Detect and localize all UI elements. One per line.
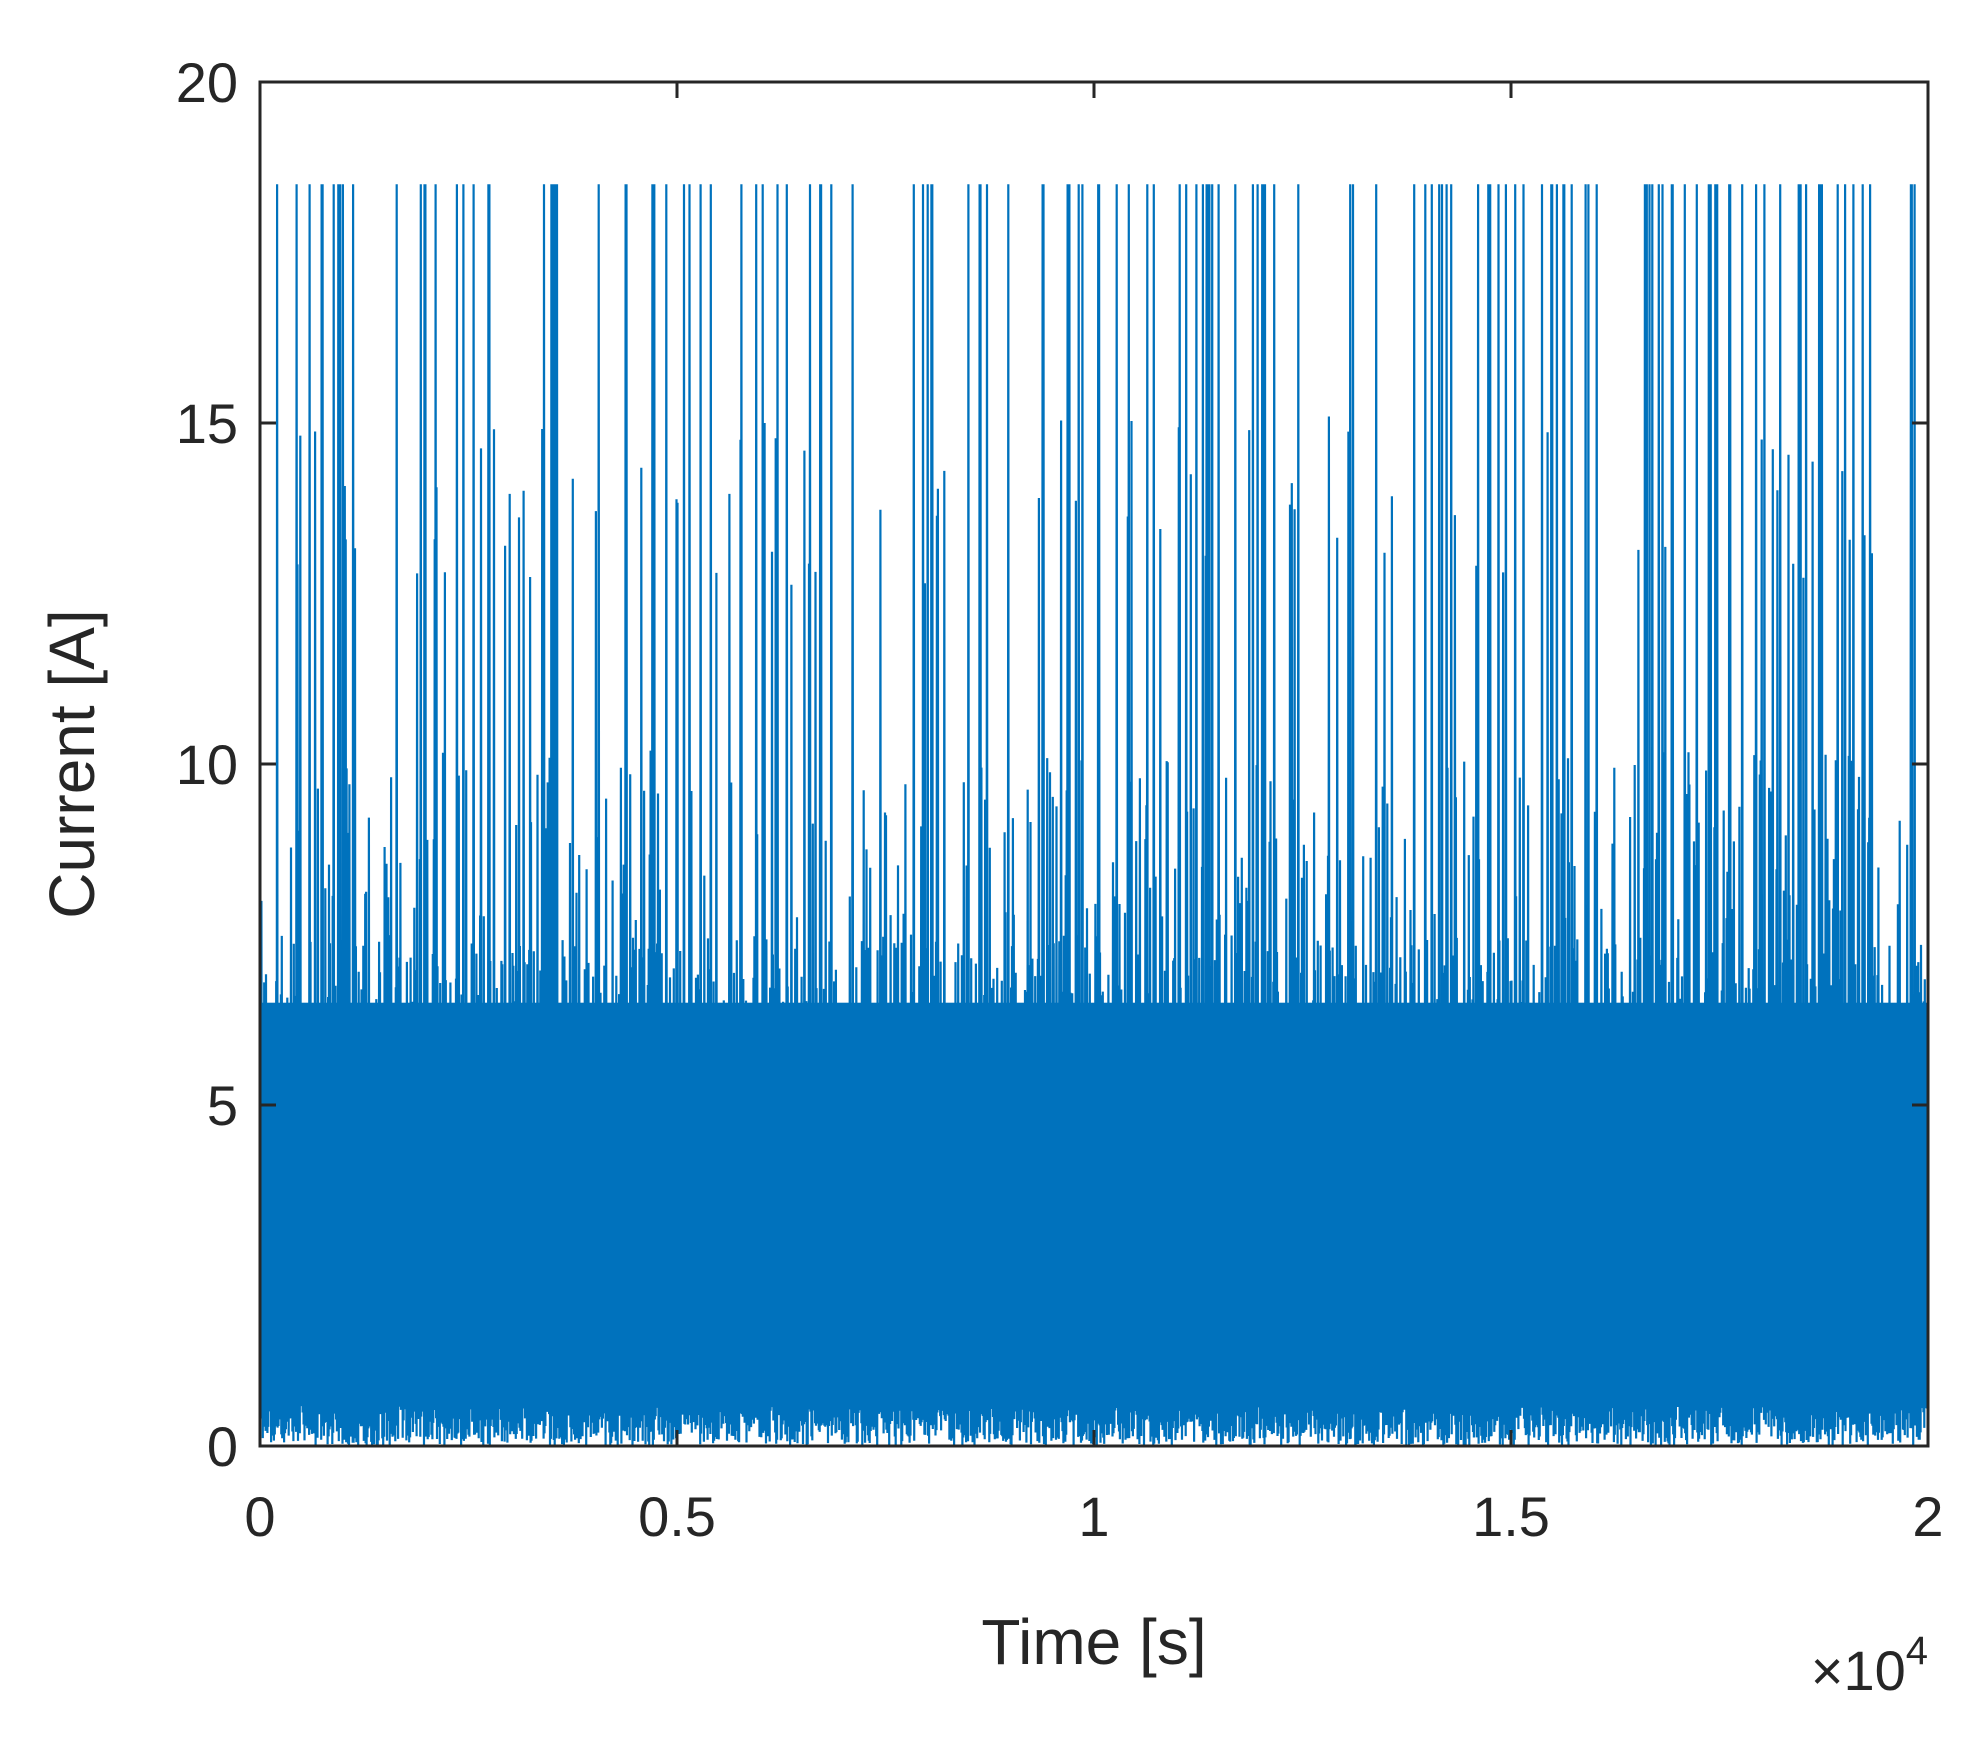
y-tick-label: 10 [176,733,238,796]
current-series [258,184,1930,1447]
y-tick-label: 20 [176,51,238,114]
x-tick-label: 2 [1912,1485,1943,1548]
x-tick-label: 0 [244,1485,275,1548]
y-tick-label: 5 [207,1074,238,1137]
current-trace [258,184,1930,1447]
dense-signal-band [260,1002,1928,1249]
y-axis-label: Current [A] [36,609,108,918]
x-axis-exponent: ×104 [1811,1629,1928,1702]
x-axis-label: Time [s] [981,1606,1206,1678]
y-tick-label: 15 [176,392,238,455]
x-exponent-power: 4 [1906,1629,1928,1673]
axis-ticks [258,80,1930,1448]
x-exponent-base: ×10 [1811,1639,1906,1702]
y-tick-label: 0 [207,1415,238,1478]
x-tick-label: 0.5 [638,1485,716,1548]
x-tick-label: 1 [1078,1485,1109,1548]
x-tick-label: 1.5 [1472,1485,1550,1548]
